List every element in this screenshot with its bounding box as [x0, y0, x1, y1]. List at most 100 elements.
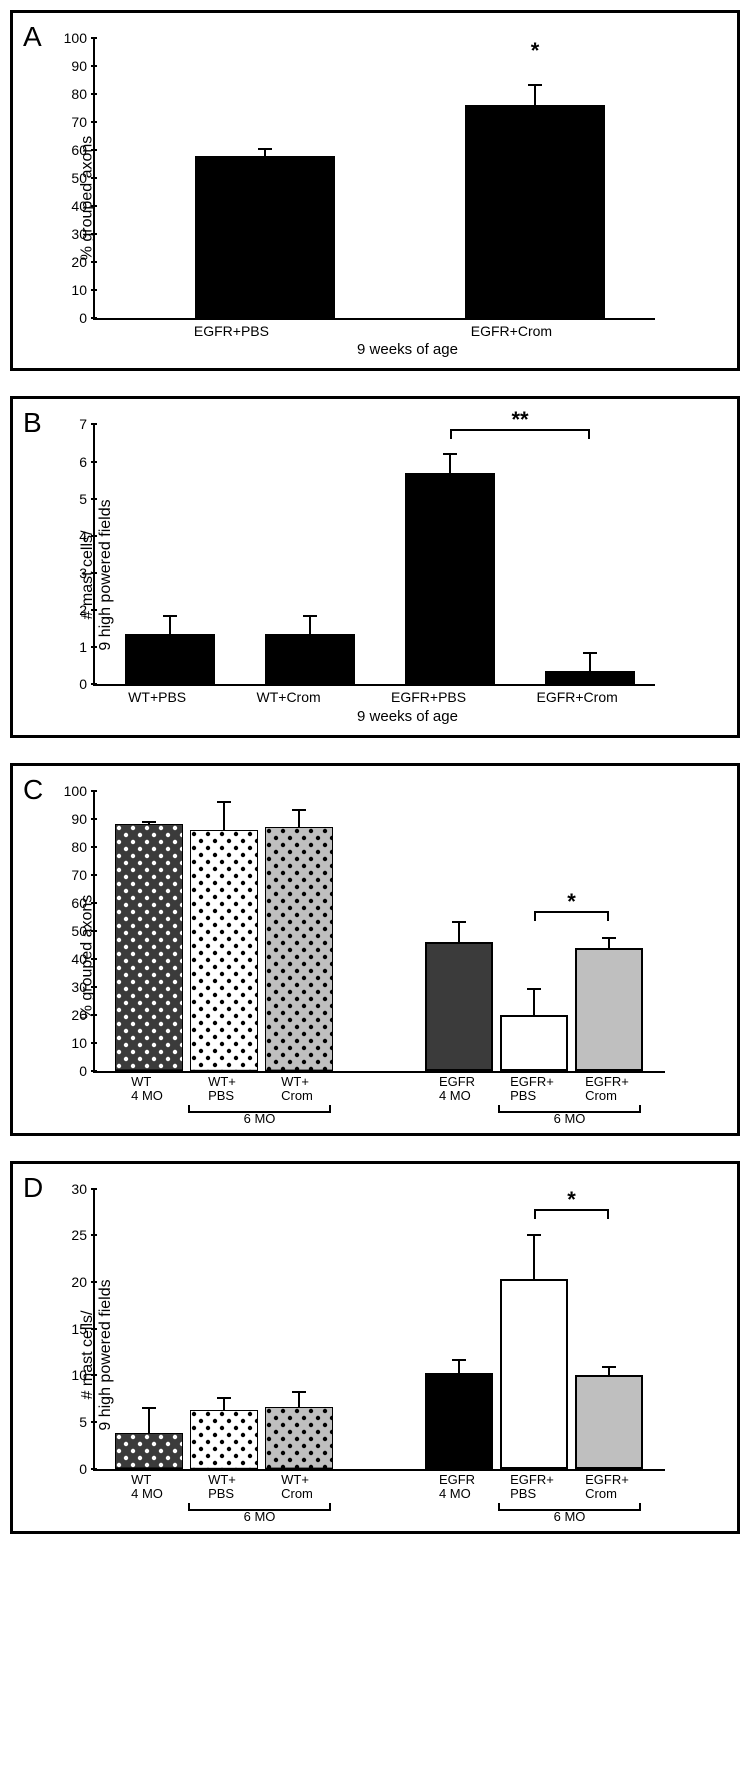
ytick: 70 [71, 114, 95, 130]
ytick: 15 [71, 1321, 95, 1337]
chart-c: % grouped axons 0102030405060708090100* … [93, 791, 722, 1123]
ytick: 70 [71, 867, 95, 883]
bar [425, 1373, 493, 1469]
xlabel: EGFR+Crom [471, 324, 552, 339]
ytick: 0 [79, 310, 95, 326]
xlabel: WT4 MO [131, 1075, 163, 1104]
ytick: 80 [71, 839, 95, 855]
xlabel: EGFR+PBS [510, 1075, 554, 1104]
sig-star: * [567, 889, 576, 915]
panel-d: D # mast cells/9 high powered fields 051… [10, 1161, 740, 1534]
ytick: 30 [71, 1181, 95, 1197]
xlabel: WT+PBS [208, 1473, 236, 1502]
bar [500, 1279, 568, 1468]
ytick: 10 [71, 282, 95, 298]
ytick: 25 [71, 1227, 95, 1243]
bar [425, 942, 493, 1071]
bar [575, 1375, 643, 1468]
group-bracket-label: 6 MO [244, 1509, 276, 1524]
panel-c-label: C [23, 774, 43, 806]
ytick: 4 [79, 528, 95, 544]
bar [190, 1410, 258, 1469]
ytick: 7 [79, 416, 95, 432]
bar [265, 827, 333, 1071]
plot-area-b: 01234567** [93, 424, 655, 686]
chart-b: # mast cells/9 high powered fields 01234… [93, 424, 722, 724]
sig-star: ** [511, 407, 528, 433]
xlabel: EGFR4 MO [439, 1473, 475, 1502]
plot-area-c: 0102030405060708090100* [93, 791, 665, 1073]
panel-b: B # mast cells/9 high powered fields 012… [10, 396, 740, 737]
ytick: 0 [79, 676, 95, 692]
ytick: 5 [79, 491, 95, 507]
ytick: 2 [79, 602, 95, 618]
bar [500, 1015, 568, 1071]
bar [545, 671, 635, 684]
xlabel: EGFR+Crom [585, 1473, 629, 1502]
xlabel: WT4 MO [131, 1473, 163, 1502]
xlabels-c: WT4 MO WT+PBS WT+Crom EGFR4 MO EGFR+PBS EGFR+… [93, 1073, 663, 1123]
panel-c: C % grouped axons 0102030405060708090100… [10, 763, 740, 1136]
ytick: 60 [71, 895, 95, 911]
ytick: 20 [71, 1274, 95, 1290]
ytick: 90 [71, 811, 95, 827]
ytick: 60 [71, 142, 95, 158]
bar [575, 948, 643, 1071]
bar [265, 634, 355, 684]
plot-area-a: 0102030405060708090100* [93, 38, 655, 320]
chart-d: # mast cells/9 high powered fields 05101… [93, 1189, 722, 1521]
ytick: 20 [71, 1007, 95, 1023]
xlabel: EGFR+Crom [536, 690, 617, 705]
group-bracket-label: 6 MO [554, 1509, 586, 1524]
xlabels-b: WT+PBS WT+Crom EGFR+PBS EGFR+Crom [93, 690, 653, 705]
ytick: 50 [71, 923, 95, 939]
ytick: 5 [79, 1414, 95, 1430]
caption-b: 9 weeks of age [93, 708, 722, 725]
xlabel: WT+PBS [208, 1075, 236, 1104]
bar [190, 830, 258, 1071]
bar [115, 1433, 183, 1468]
xlabels-d: WT4 MO WT+PBS WT+Crom EGFR4 MO EGFR+PBS EGFR+… [93, 1471, 663, 1521]
ytick: 6 [79, 454, 95, 470]
panel-d-label: D [23, 1172, 43, 1204]
xlabel: EGFR+Crom [585, 1075, 629, 1104]
chart-a: % grouped axons 0102030405060708090100* … [93, 38, 722, 358]
panel-a-label: A [23, 21, 42, 53]
bar [195, 156, 335, 318]
sig-star: * [531, 38, 540, 64]
xlabel: EGFR+PBS [510, 1473, 554, 1502]
ytick: 10 [71, 1367, 95, 1383]
xlabel: WT+Crom [257, 690, 321, 705]
xlabel: EGFR4 MO [439, 1075, 475, 1104]
panel-b-label: B [23, 407, 42, 439]
caption-a: 9 weeks of age [93, 341, 722, 358]
ytick: 40 [71, 198, 95, 214]
xlabel: WT+Crom [281, 1075, 313, 1104]
xlabel: WT+PBS [128, 690, 186, 705]
ytick: 1 [79, 639, 95, 655]
bar [115, 824, 183, 1070]
sig-star: * [567, 1187, 576, 1213]
ytick: 40 [71, 951, 95, 967]
ytick: 80 [71, 86, 95, 102]
bar [265, 1407, 333, 1469]
panel-a: A % grouped axons 0102030405060708090100… [10, 10, 740, 371]
ytick: 50 [71, 170, 95, 186]
ytick: 90 [71, 58, 95, 74]
ytick: 10 [71, 1035, 95, 1051]
ytick: 20 [71, 254, 95, 270]
ytick: 30 [71, 226, 95, 242]
group-bracket-label: 6 MO [244, 1111, 276, 1126]
bar [125, 634, 215, 684]
ytick: 3 [79, 565, 95, 581]
xlabel: EGFR+PBS [391, 690, 466, 705]
plot-area-d: 051015202530* [93, 1189, 665, 1471]
ytick: 100 [64, 30, 95, 46]
bar [465, 105, 605, 318]
bar [405, 473, 495, 685]
ytick: 30 [71, 979, 95, 995]
ytick: 100 [64, 783, 95, 799]
group-bracket-label: 6 MO [554, 1111, 586, 1126]
xlabel: WT+Crom [281, 1473, 313, 1502]
xlabel: EGFR+PBS [194, 324, 269, 339]
